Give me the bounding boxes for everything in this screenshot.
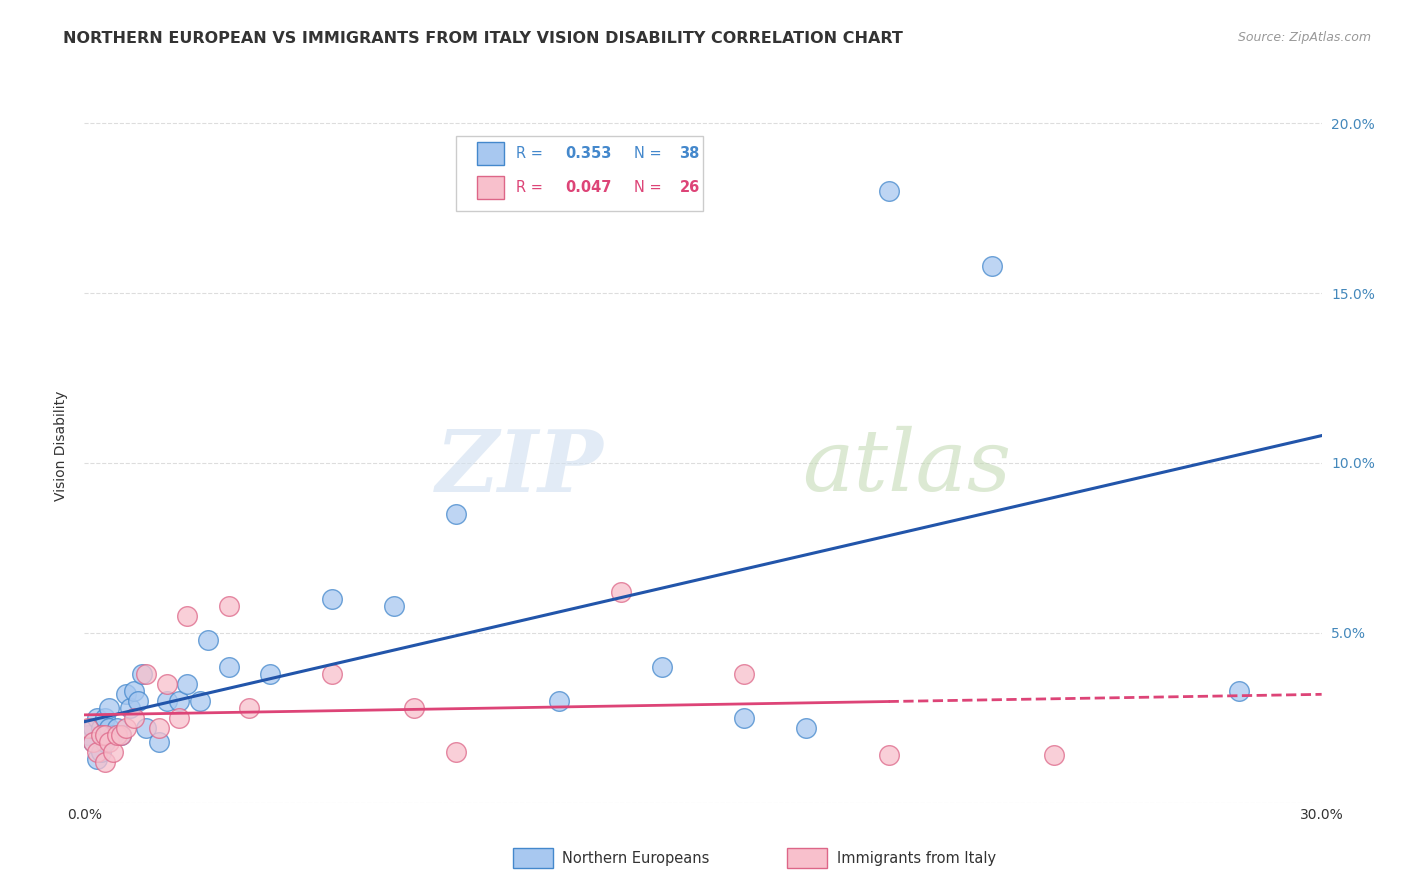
Text: NORTHERN EUROPEAN VS IMMIGRANTS FROM ITALY VISION DISABILITY CORRELATION CHART: NORTHERN EUROPEAN VS IMMIGRANTS FROM ITA…	[63, 31, 903, 46]
Point	[94, 711, 117, 725]
Point	[98, 734, 121, 748]
Point	[122, 683, 145, 698]
Point	[127, 694, 149, 708]
Point	[877, 184, 900, 198]
Text: R =: R =	[516, 180, 548, 194]
Text: Source: ZipAtlas.com: Source: ZipAtlas.com	[1237, 31, 1371, 45]
Y-axis label: Vision Disability: Vision Disability	[55, 391, 69, 501]
Point	[77, 721, 100, 735]
Point	[733, 711, 755, 725]
Point	[148, 734, 170, 748]
Point	[733, 666, 755, 681]
Point	[114, 721, 136, 735]
Point	[122, 711, 145, 725]
Point	[188, 694, 211, 708]
Point	[609, 585, 631, 599]
Point	[110, 728, 132, 742]
Point	[94, 728, 117, 742]
Point	[794, 721, 817, 735]
Point	[167, 694, 190, 708]
Point	[90, 721, 112, 735]
Point	[404, 700, 426, 714]
Text: 0.047: 0.047	[565, 180, 612, 194]
Point	[156, 677, 179, 691]
Point	[259, 666, 281, 681]
Point	[98, 700, 121, 714]
Point	[98, 721, 121, 735]
Text: N =: N =	[634, 146, 666, 161]
Point	[547, 694, 569, 708]
Point	[444, 745, 467, 759]
Point	[167, 711, 190, 725]
Point	[86, 711, 108, 725]
Point	[1042, 748, 1064, 763]
Point	[382, 599, 405, 613]
Point	[82, 734, 104, 748]
Point	[110, 728, 132, 742]
Point	[86, 751, 108, 765]
Point	[82, 734, 104, 748]
Point	[135, 721, 157, 735]
Point	[103, 728, 125, 742]
Point	[82, 721, 104, 735]
Point	[877, 748, 900, 763]
Point	[86, 745, 108, 759]
Text: 38: 38	[679, 146, 700, 161]
Point	[94, 734, 117, 748]
FancyBboxPatch shape	[456, 136, 703, 211]
Point	[321, 591, 343, 606]
Text: 26: 26	[679, 180, 700, 194]
Point	[218, 599, 240, 613]
Point	[148, 721, 170, 735]
Point	[1227, 683, 1250, 698]
Point	[77, 728, 100, 742]
Point	[321, 666, 343, 681]
Point	[444, 507, 467, 521]
Point	[238, 700, 260, 714]
Point	[218, 660, 240, 674]
Point	[114, 687, 136, 701]
FancyBboxPatch shape	[477, 176, 503, 199]
Point	[135, 666, 157, 681]
Text: 0.353: 0.353	[565, 146, 612, 161]
Point	[131, 666, 153, 681]
Point	[176, 677, 198, 691]
Point	[176, 608, 198, 623]
Point	[94, 755, 117, 769]
Point	[156, 694, 179, 708]
Text: R =: R =	[516, 146, 548, 161]
Point	[197, 632, 219, 647]
FancyBboxPatch shape	[477, 142, 503, 165]
Point	[980, 259, 1002, 273]
Point	[118, 700, 141, 714]
Text: atlas: atlas	[801, 426, 1011, 508]
Text: ZIP: ZIP	[436, 425, 605, 509]
Text: Immigrants from Italy: Immigrants from Italy	[837, 852, 995, 866]
Point	[90, 728, 112, 742]
Point	[651, 660, 673, 674]
Text: N =: N =	[634, 180, 666, 194]
Point	[90, 745, 112, 759]
Point	[105, 728, 128, 742]
Point	[103, 745, 125, 759]
Text: Northern Europeans: Northern Europeans	[562, 852, 710, 866]
Point	[105, 721, 128, 735]
